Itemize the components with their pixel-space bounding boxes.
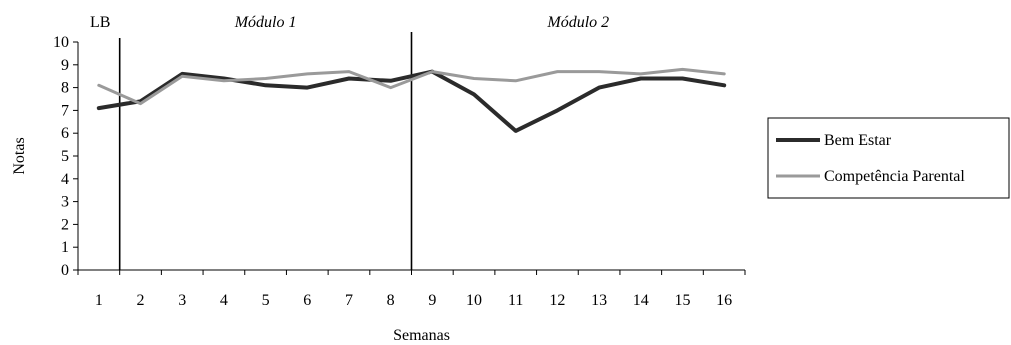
phase-labels: LB Módulo 1 Módulo 2 (90, 14, 609, 31)
legend-box (767, 117, 1010, 199)
x-tick-label: 10 (466, 292, 482, 309)
x-tick-label: 4 (220, 292, 228, 309)
x-tick-label: 11 (508, 292, 523, 309)
y-tick-label: 2 (61, 216, 69, 233)
y-axis-ticks: 0 1 2 3 4 5 6 7 8 9 10 (53, 34, 78, 279)
x-tick-label: 14 (633, 292, 649, 309)
x-axis-title: Semanas (393, 327, 450, 344)
x-tick-label: 12 (549, 292, 565, 309)
legend-items: Bem Estar Competência Parental (776, 132, 965, 185)
legend-label: Competência Parental (824, 168, 965, 185)
series-line (96, 69, 727, 133)
x-tick-label: 7 (345, 292, 353, 309)
series-lines (96, 67, 727, 133)
x-tick-label: 16 (716, 292, 732, 309)
x-axis-ticks: 1 2 3 4 5 6 7 8 9 10 11 12 13 14 15 16 (77, 270, 746, 309)
x-tick-label: 13 (591, 292, 607, 309)
y-tick-label: 9 (61, 57, 69, 74)
legend: Bem Estar Competência Parental (767, 117, 1010, 199)
x-tick-label: 8 (387, 292, 395, 309)
phase-label: Módulo 1 (234, 14, 297, 31)
y-tick-label: 6 (61, 125, 69, 142)
x-tick-label: 1 (95, 292, 103, 309)
phase-change-lines (118, 32, 413, 270)
x-tick-label: 15 (674, 292, 690, 309)
x-tick-label: 6 (303, 292, 311, 309)
legend-label: Bem Estar (824, 132, 892, 149)
y-tick-label: 1 (61, 239, 69, 256)
y-tick-label: 0 (61, 262, 69, 279)
x-tick-label: 9 (428, 292, 436, 309)
series-line (97, 67, 726, 106)
x-tick-label: 2 (137, 292, 145, 309)
x-tick-label: 3 (178, 292, 186, 309)
phase-label: Módulo 2 (546, 14, 609, 31)
y-tick-label: 10 (53, 34, 69, 51)
x-tick-label: 5 (262, 292, 270, 309)
y-tick-label: 8 (61, 80, 69, 97)
y-tick-label: 5 (61, 148, 69, 165)
y-axis-title: Notas (11, 137, 28, 174)
y-tick-label: 3 (61, 194, 69, 211)
y-tick-label: 7 (61, 102, 69, 119)
phase-label: LB (90, 14, 110, 31)
y-tick-label: 4 (61, 171, 69, 188)
